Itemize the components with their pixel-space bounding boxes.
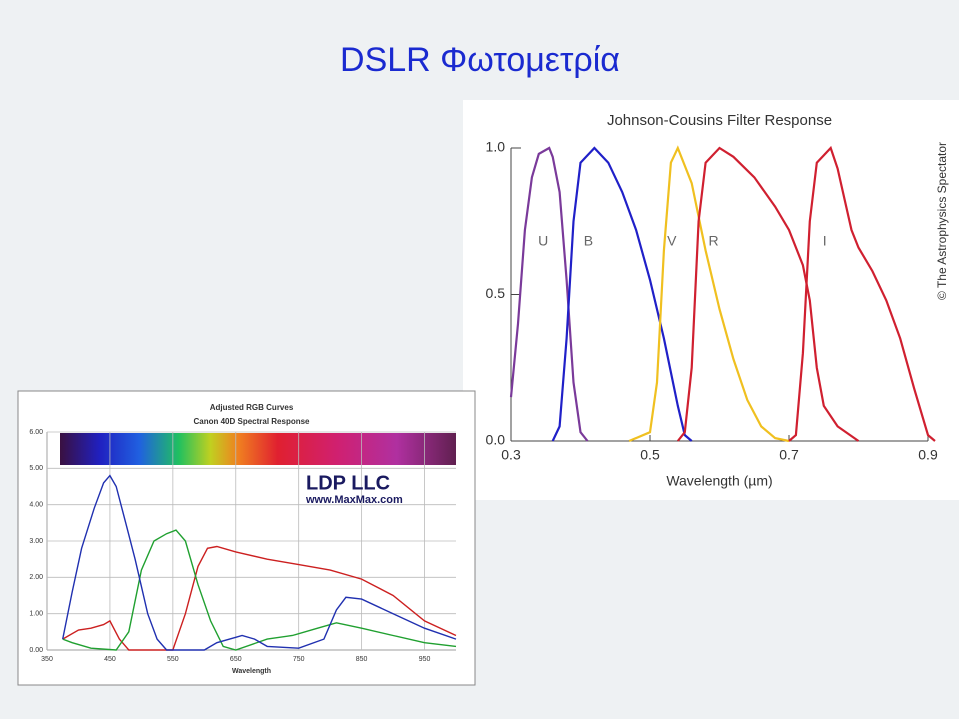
y-tick-label: 0.5	[486, 285, 506, 301]
spectrum-strip	[60, 433, 456, 465]
y-tick-label: 0.0	[486, 432, 506, 448]
x-tick-label: 850	[356, 656, 368, 663]
chart-subtitle: Canon 40D Spectral Response	[193, 417, 310, 426]
y-tick-label: 4.00	[29, 502, 43, 509]
series-label: V	[667, 232, 677, 248]
x-tick-label: 750	[293, 656, 305, 663]
slide-title: DSLR Φωτομετρία	[340, 41, 620, 79]
chart-title: Adjusted RGB Curves	[210, 403, 294, 412]
right-panel	[463, 100, 959, 500]
series-line	[788, 145, 936, 442]
y-tick-label: 1.00	[29, 611, 43, 618]
y-tick-label: 2.00	[29, 574, 43, 581]
x-axis-label: Wavelength	[232, 668, 271, 675]
series-line	[62, 545, 457, 651]
x-axis-label: Wavelength (µm)	[666, 473, 772, 489]
x-tick-label: 0.9	[918, 447, 938, 463]
x-tick-label: 650	[230, 656, 242, 663]
x-tick-label: 0.7	[779, 447, 799, 463]
x-tick-label: 950	[419, 656, 431, 663]
series-label: I	[823, 232, 827, 248]
series-line	[676, 146, 860, 442]
logo: LDP LLC	[306, 472, 390, 494]
series-label: R	[708, 232, 718, 248]
y-tick-label: 6.00	[29, 429, 43, 436]
series-line	[551, 146, 693, 442]
x-tick-label: 350	[41, 656, 53, 663]
x-tick-label: 0.5	[640, 447, 660, 463]
series-line	[509, 146, 589, 442]
y-tick-label: 3.00	[29, 538, 43, 545]
y-tick-label: 0.00	[29, 647, 43, 654]
x-tick-label: 550	[167, 656, 179, 663]
y-tick-label: 1.0	[486, 139, 506, 155]
series-line	[62, 474, 457, 651]
series-line	[62, 529, 457, 651]
series-label: U	[538, 232, 548, 248]
x-tick-label: 450	[104, 656, 116, 663]
logo-url: www.MaxMax.com	[305, 494, 403, 506]
y-tick-label: 5.00	[29, 465, 43, 472]
x-tick-label: 0.3	[501, 447, 521, 463]
credit: © The Astrophysics Spectator	[935, 142, 949, 300]
series-label: B	[584, 232, 593, 248]
chart-title: Johnson-Cousins Filter Response	[607, 112, 832, 129]
